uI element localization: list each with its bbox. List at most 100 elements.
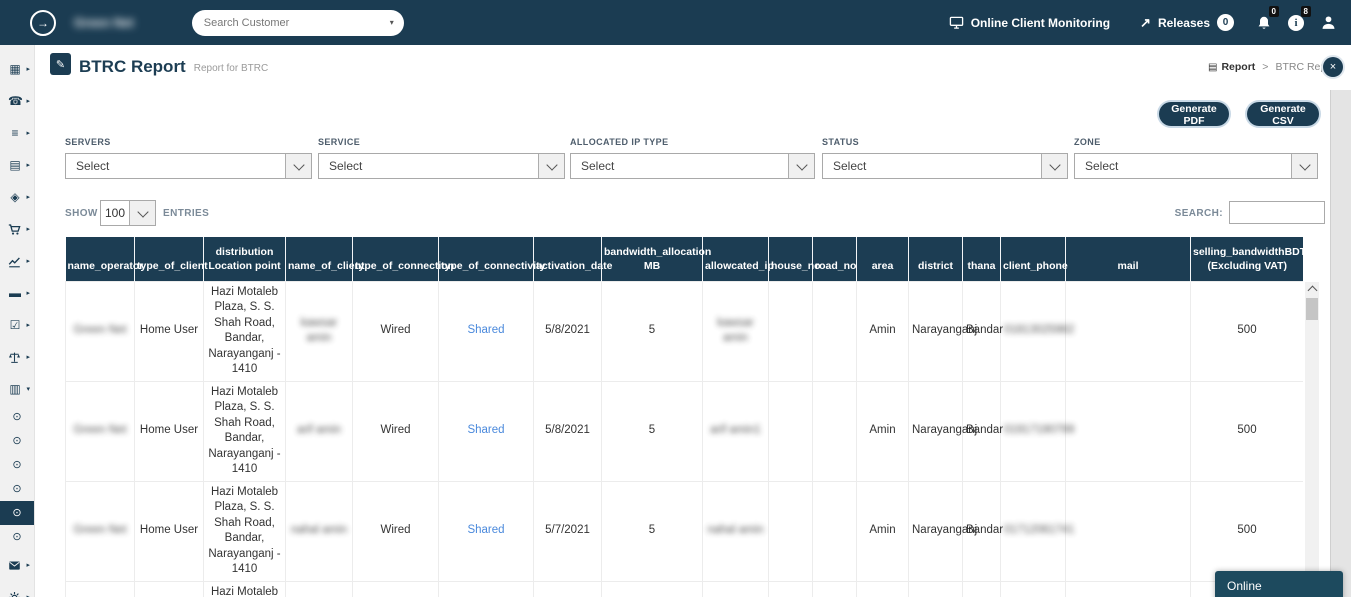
brand-name: Green Net [74,15,134,30]
chevron-right-icon: ▸ [26,322,30,329]
cell-client_phone: 01712061741 [1000,480,1074,582]
logo-arrow-glyph: → [37,15,49,30]
calendar-icon: ▦ [9,62,21,76]
cell-type_of_connectivity[interactable]: Shared [438,480,534,582]
sidebar-item-reports[interactable]: ▥ ▾ [0,373,34,405]
chevron-down-icon: ▾ [26,386,30,393]
generate-pdf-button[interactable]: Generate PDF [1159,102,1229,127]
sidebar-item-tasks[interactable]: ≡ ▸ [0,117,34,149]
gear-circle-icon: ⊙ [12,482,22,495]
online-status-chip[interactable]: Online [1215,571,1343,597]
table-scrollbar[interactable] [1305,282,1319,597]
app-logo-icon[interactable]: → [30,9,56,36]
cell-activation_date: 5/7/2021 [533,480,602,582]
filter-select[interactable]: Select [1074,153,1318,179]
col-header-area: area [856,237,909,281]
cell-thana: Bandar [962,280,1003,382]
sidebar-item-report-sub-4[interactable]: ⊙ [0,477,34,501]
filter-label: ALLOCATED IP TYPE [570,137,669,147]
sidebar-item-report-sub-1[interactable]: ⊙ [0,405,34,429]
cell-name_operator: Green Net [65,380,135,482]
sidebar-item-calendar[interactable]: ▦ ▸ [0,53,34,85]
cell-name_operator: Green Net [65,280,135,382]
cell-distribution_location: Hazi Motaleb Plaza, S. S. Shah Road, Ban… [203,580,286,597]
col-header-name_operator: name_operator [65,237,143,281]
cell-client_phone: 01871915982 [1000,580,1066,597]
breadcrumb-report[interactable]: Report [1221,61,1256,73]
cell-type_of_connectivity[interactable]: Shared [438,380,534,482]
releases-link[interactable]: ↗ Releases 0 [1140,14,1234,31]
sidebar-item-messages[interactable]: ▸ [0,549,34,581]
scales-icon [8,351,22,364]
bell-icon [1258,16,1270,29]
cell-type_of_connectivity[interactable]: Shared [438,280,534,382]
cell-selling_bandwidth: 500 [1190,280,1303,382]
chevron-right-icon: ▸ [26,593,30,597]
scrollbar-thumb[interactable] [1306,298,1318,320]
col-header-bandwidth_allocation: bandwidth_allocation MB [601,237,711,281]
chevron-right-icon: ▸ [26,194,30,201]
sidebar-item-payments[interactable]: ◈ ▸ [0,181,34,213]
breadcrumb-current: BTRC Report [1275,61,1339,73]
sidebar-item-report-sub-3[interactable]: ⊙ [0,453,34,477]
filter-select[interactable]: Select [65,153,312,179]
col-header-allowcated_ip: allowcated_ip [702,237,774,281]
cell-mail [1065,280,1191,382]
col-header-client_phone: client_phone [1000,237,1068,281]
generate-csv-button[interactable]: Generate CSV [1247,102,1319,127]
sidebar-item-billing[interactable]: ▬ ▸ [0,277,34,309]
filter-select[interactable]: Select [570,153,815,179]
sidebar-item-report-sub-2[interactable]: ⊙ [0,429,34,453]
chevron-down-icon [129,201,155,225]
sidebar-item-invoice[interactable]: ▤ ▸ [0,149,34,181]
cell-house_no [768,280,813,382]
chevron-down-icon [285,154,311,178]
page-size-select[interactable]: 100 [100,200,156,226]
sidebar-item-reports-chart[interactable]: ▸ [0,245,34,277]
cell-district: Narayanganj [908,580,963,597]
filter-select[interactable]: Select [822,153,1068,179]
cell-bandwidth_allocation: 5 [601,380,703,482]
cell-house_no [768,380,813,482]
cell-type_of_connectivity[interactable]: Shared [438,580,534,597]
col-header-road_no: road_no [812,237,857,281]
col-header-selling_bandwidth: selling_bandwidthBDT (Excluding VAT) [1190,237,1303,281]
sidebar-item-phone[interactable]: ☎ ▸ [0,85,34,117]
table-search-input[interactable] [1229,201,1325,224]
cell-bandwidth_allocation: 5 [601,580,703,597]
filter-select[interactable]: Select [318,153,565,179]
scroll-up-arrow-icon[interactable] [1305,282,1319,296]
sidebar-item-report-sub-5[interactable]: ⊙ [0,501,34,525]
notifications-button[interactable]: 0 [1256,5,1279,31]
sidebar-item-attendance[interactable]: ☑ ▸ [0,309,34,341]
cell-house_no [768,580,813,597]
page-scrollbar-track[interactable] [1330,90,1351,597]
sidebar-item-legal[interactable]: ▸ [0,341,34,373]
col-header-type_of_connectivity: type_of_connectivity [438,237,545,281]
close-icon[interactable]: × [1323,57,1343,77]
customer-search-select[interactable]: Search Customer ▾ [191,9,404,36]
document-icon: ▤ [1208,61,1218,73]
gear-circle-icon: ⊙ [12,434,22,447]
filter-label: SERVERS [65,137,111,147]
sidebar-item-cart[interactable]: ▸ [0,213,34,245]
filter-select-value: Select [581,159,615,173]
col-header-type_of_connection: type_of_connection [352,237,454,281]
chevron-down-icon [1041,154,1067,178]
sidebar-item-report-sub-6[interactable]: ⊙ [0,525,34,549]
list-icon: ≡ [11,126,19,140]
info-button[interactable]: i 8 [1288,5,1311,31]
cell-mail [1065,380,1191,482]
sidebar-item-settings[interactable]: ▸ [0,581,34,597]
filter-zone: ZONE Select [1074,137,1318,179]
filter-servers: SERVERS Select [65,137,312,179]
filter-allocated-ip-type: ALLOCATED IP TYPE Select [570,137,815,179]
monitoring-label: Online Client Monitoring [970,15,1111,30]
online-client-monitoring-link[interactable]: Online Client Monitoring [949,15,1110,30]
user-menu-button[interactable] [1320,14,1337,31]
cell-activation_date: 5/8/2021 [533,280,602,382]
report-table-container: name_operator type_of_client distribution … [65,237,1303,597]
